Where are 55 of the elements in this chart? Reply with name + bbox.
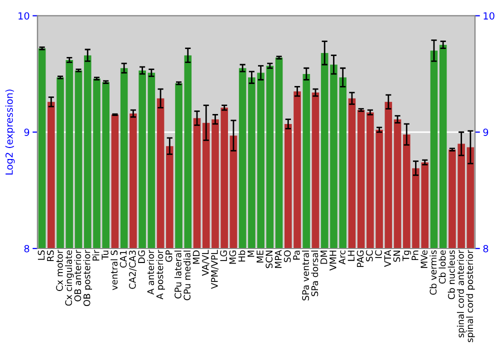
x-tick-label: IC [375, 250, 382, 258]
x-tick-label: Cb lobe [438, 250, 446, 284]
x-tick-label: VTA [384, 250, 391, 267]
x-tick-label: PAG [356, 250, 364, 267]
x-tick-label: Arc [338, 250, 346, 264]
x-tick-label: LG [220, 250, 227, 262]
x-tick-label: VA/VL [202, 250, 210, 276]
x-tick-label: VPM/VPL [211, 250, 219, 289]
x-tick-label: CPu medial [184, 250, 191, 300]
x-tick-label: Tu [102, 250, 108, 260]
x-tick-label: spinal cord posterior [466, 250, 475, 342]
x-tick-label: A anterior [147, 250, 154, 295]
x-tick-label: Cx motor [56, 250, 63, 291]
x-tick-label: A posterior [156, 250, 165, 300]
x-tick-label: spinal cord anterior [456, 250, 466, 338]
x-tick-label: OB posterior [83, 250, 92, 306]
x-tick-label: Pa [293, 250, 300, 260]
x-tick-label: Cb vermis [430, 250, 437, 295]
x-tick-label: RS [46, 250, 54, 262]
x-tick-label: SPa ventral [302, 250, 309, 300]
x-tick-label: CA2/CA3 [128, 250, 137, 289]
y-axis-title: Log2 (expression) [5, 90, 15, 175]
x-tick-label: SCN [266, 250, 273, 268]
x-tick-label: SPa dorsal [311, 250, 318, 296]
x-tick-label: Pir [92, 250, 100, 260]
x-tick-label: CPu lateral [174, 250, 182, 298]
x-tick-label: GP [165, 250, 172, 262]
x-tick-label: MG [229, 250, 236, 264]
x-tick-label: Tg [402, 250, 412, 262]
x-tick-label: Cx cingulate [65, 250, 74, 306]
x-tick-label: MPA [274, 250, 282, 268]
y-tick-label: 8 [24, 244, 30, 252]
x-tick-label: Cb nucleus [448, 250, 455, 300]
y-tick-label: 9 [24, 128, 30, 136]
y-tick-label: 10 [18, 12, 30, 20]
y2-tick-label: 9 [483, 128, 488, 136]
x-tick-label: ventral S [110, 250, 118, 290]
x-tick-label: CA1 [120, 250, 127, 268]
x-tick-label: LS [38, 250, 45, 260]
x-tick-label: LH [348, 250, 354, 261]
x-tick-label: DG [138, 250, 145, 263]
x-tick-label: Hb [238, 250, 246, 262]
x-tick-label: SO [284, 250, 291, 262]
x-tick-label: OB anterior [74, 250, 82, 302]
x-tick-label: ME [256, 250, 264, 262]
x-tick-label: SC [366, 250, 373, 262]
x-tick-label: M [248, 250, 254, 257]
x-tick-label: Pn [412, 250, 418, 260]
x-tick-label: VMH [330, 250, 336, 271]
x-tick-label: DM [320, 250, 328, 264]
x-tick-label: MVe [420, 250, 428, 268]
y2-tick-label: 10 [484, 12, 494, 20]
y2-tick-label: 8 [483, 244, 488, 252]
x-tick-label: SN [393, 250, 400, 262]
x-tick-label: MD [192, 250, 200, 264]
